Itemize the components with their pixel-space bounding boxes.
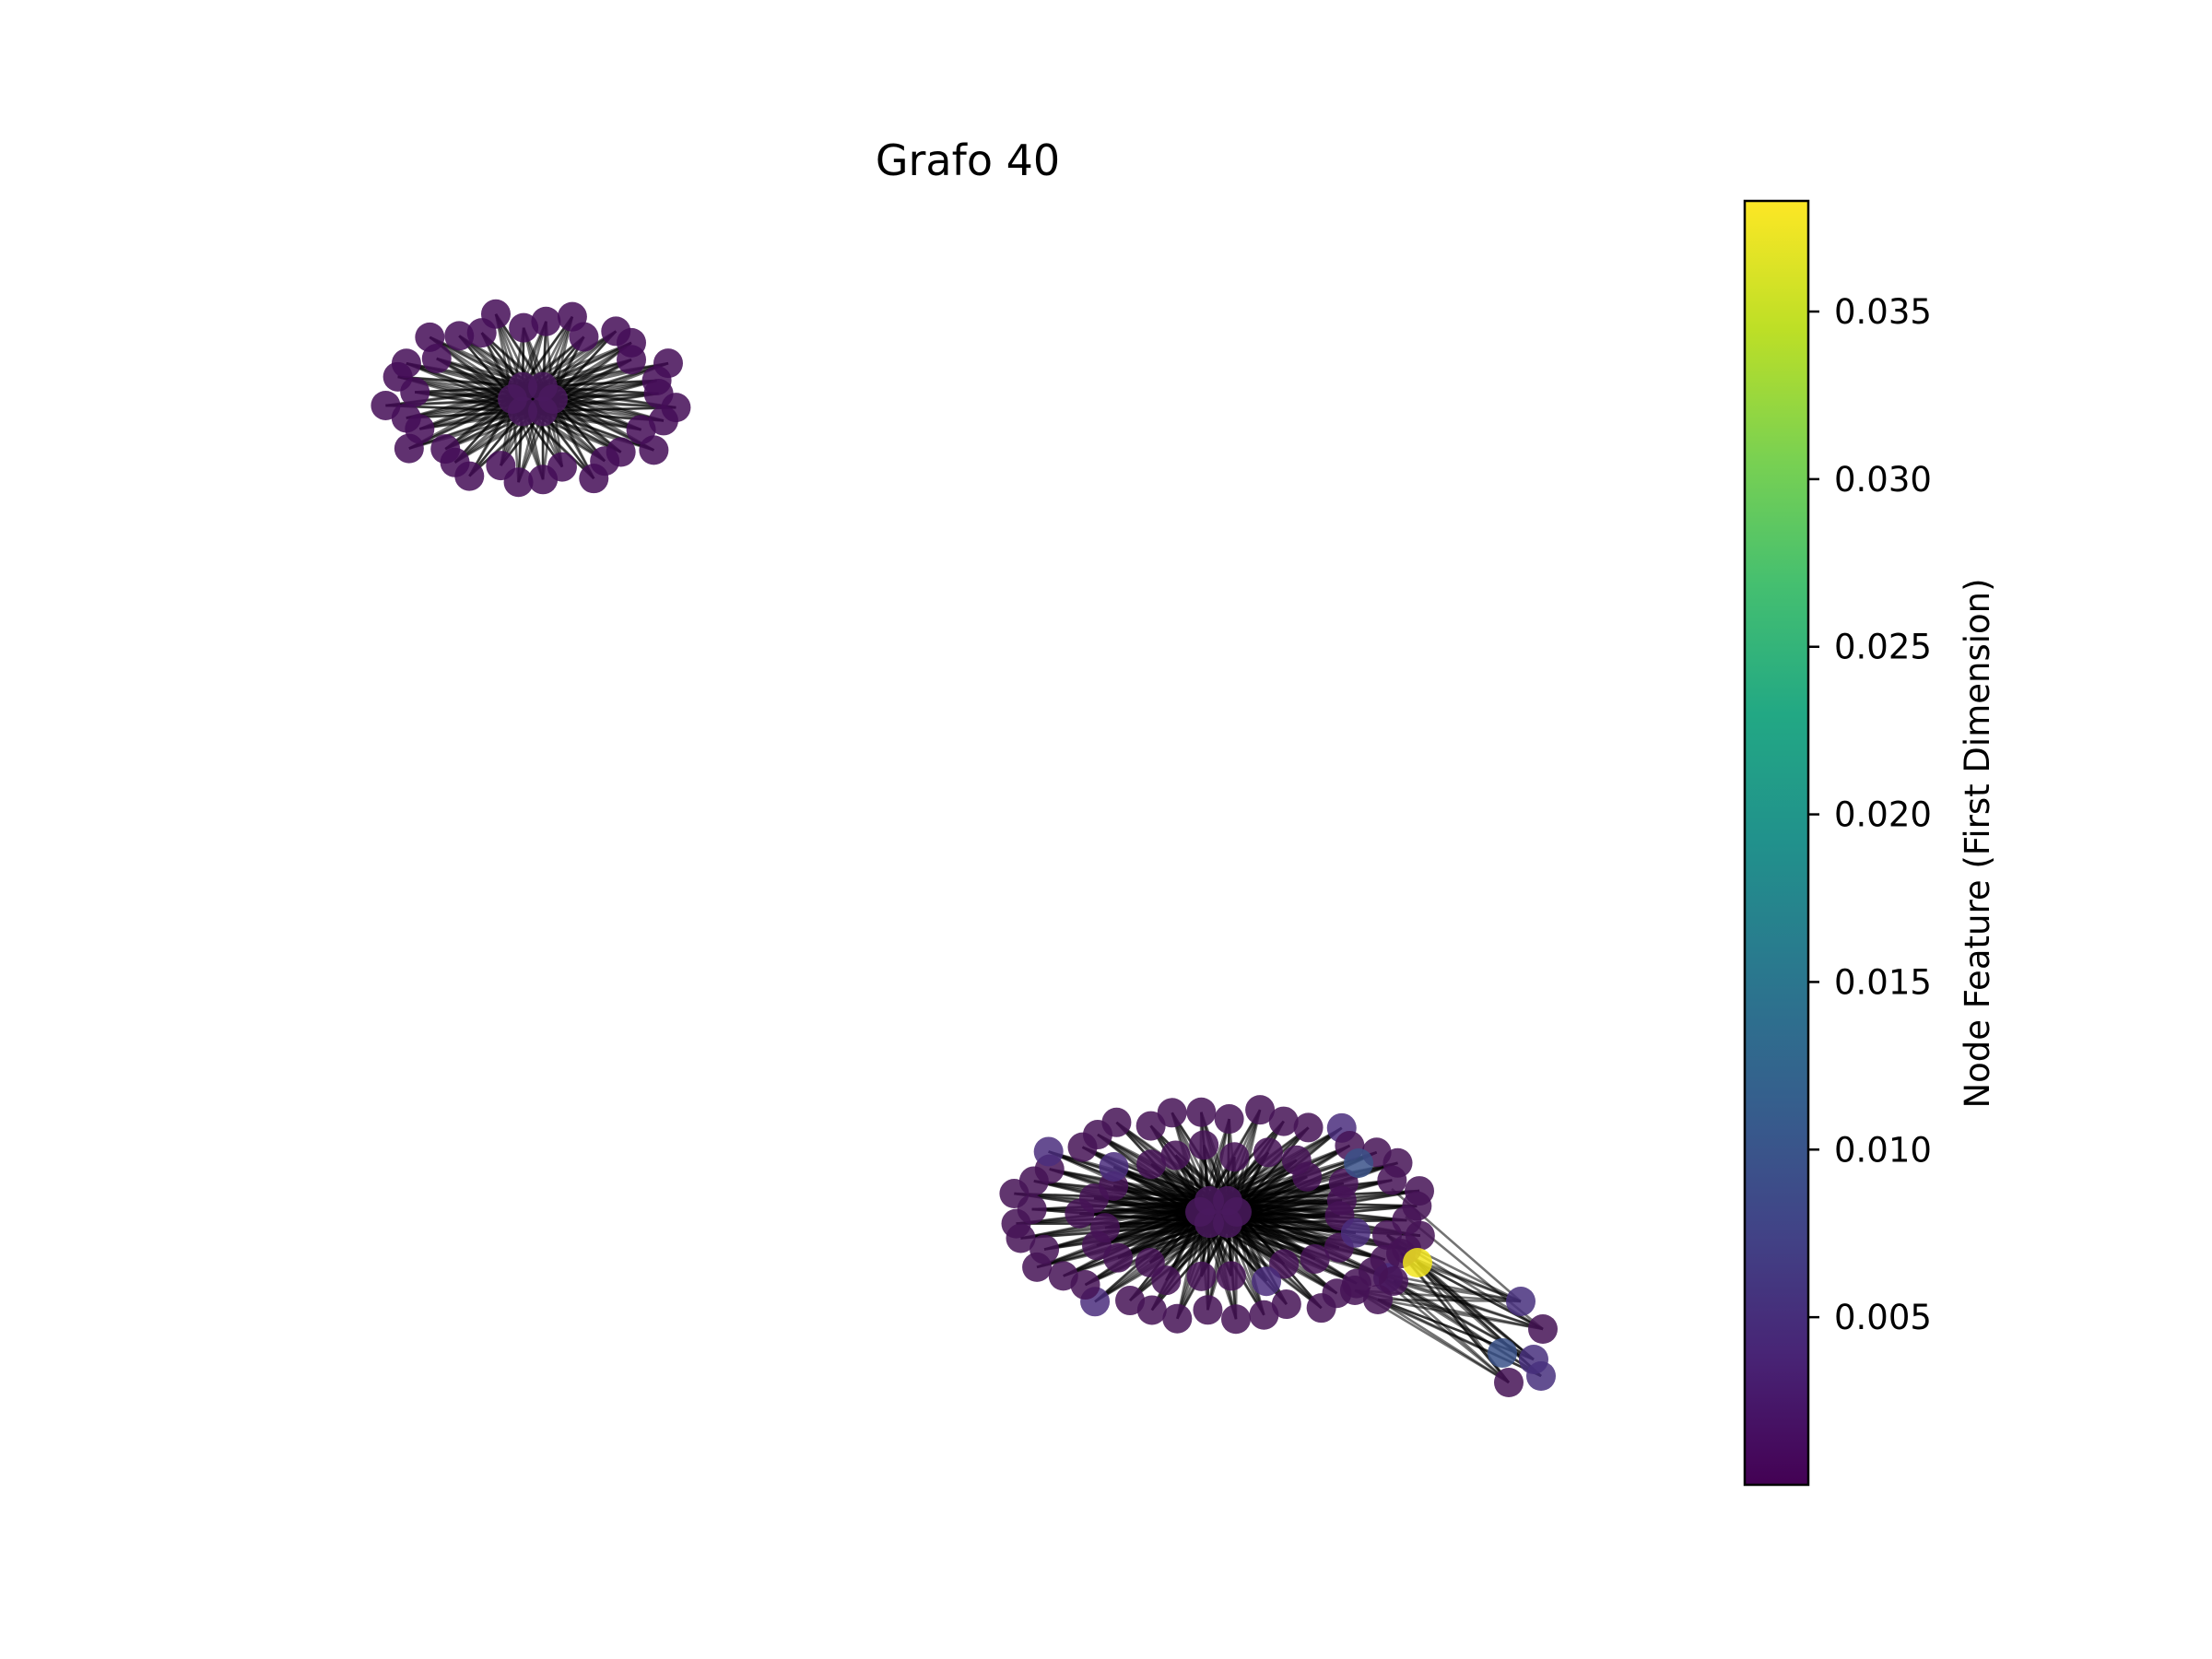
leaf-node [415,322,445,352]
leaf-node [1271,1289,1301,1320]
graph-edge [1393,1280,1510,1383]
graph-edge [1112,1184,1201,1214]
leaf-node [1189,1130,1219,1160]
leaf-node [579,464,609,494]
colorbar-tick-label: 0.015 [1834,962,1932,1002]
leaf-node [480,299,511,329]
leaf-node [639,435,669,465]
leaf-node [444,321,475,351]
colorbar-tick-label: 0.020 [1834,795,1932,835]
tail-node [1488,1338,1517,1368]
hub-node [528,371,558,402]
leaf-node [1216,1261,1246,1291]
leaf-node [1115,1286,1146,1316]
colorbar-tick-label: 0.030 [1834,460,1932,500]
leaf-node [1048,1261,1078,1291]
tail-node [1526,1361,1556,1391]
colorbar-ticks: 0.005 0.010 0.015 0.020 0.025 0.030 0.035 [1808,292,1932,1337]
leaf-node [1252,1266,1282,1297]
leaf-node [1186,1261,1217,1291]
leaf-node [1300,1243,1330,1274]
leaf-node [1135,1111,1166,1141]
graph-edge [1227,1182,1344,1203]
leaf-node [1220,1304,1251,1335]
leaf-node [1090,1213,1121,1243]
leaf-node [486,451,516,481]
leaf-node [1160,1140,1191,1171]
leaf-node [648,406,678,436]
leaf-node [1344,1148,1373,1178]
graph-edge [1096,1221,1210,1247]
graph-edge [1377,1298,1510,1384]
tail-node [1494,1368,1524,1397]
colorbar: 0.005 0.010 0.015 0.020 0.025 0.030 0.035 Node… [1743,199,1997,1487]
leaf-node [1363,1285,1393,1314]
leaf-node [617,345,647,375]
colorbar-tick-label: 0.010 [1834,1130,1932,1170]
leaf-node [1030,1234,1060,1265]
leaf-node [1268,1106,1299,1136]
graph-edge [1417,1262,1535,1360]
graph-edge [1417,1261,1522,1303]
leaf-node [528,465,559,495]
leaf-node [1340,1218,1371,1248]
leaf-node [1157,1098,1187,1128]
graph-edge [1393,1279,1522,1303]
graph-edge [1171,1112,1211,1202]
leaf-node [531,306,561,336]
hub-node [508,371,537,402]
leaf-node [643,379,674,409]
leaf-node [1306,1293,1336,1324]
graph-edge [1377,1298,1544,1331]
graph-edge [1417,1261,1544,1331]
hub-node [528,396,558,427]
hub-node [1213,1185,1242,1216]
colorbar-label: Node Feature (First Dimension) [1958,578,1997,1108]
graph-edge [542,341,632,388]
highlighted-node [1403,1248,1432,1277]
colorbar-tick-label: 0.025 [1834,628,1932,667]
leaf-node [1099,1152,1129,1182]
tail-node [1528,1314,1558,1344]
network-graph [371,299,1558,1397]
leaf-node [391,348,421,379]
leaf-node [371,390,401,420]
leaf-node [569,322,599,352]
leaf-node [1101,1107,1132,1137]
leaf-node [1186,1097,1217,1127]
leaf-node [1033,1136,1064,1167]
leaf-node [1249,1300,1279,1330]
leaf-node [1372,1220,1402,1250]
leaf-node [1253,1137,1283,1168]
tail-node [1506,1287,1535,1316]
colorbar-gradient [1743,199,1810,1487]
graph-nodes [371,299,1558,1397]
leaf-node [1136,1149,1167,1180]
colorbar-tick-label: 0.005 [1834,1298,1932,1337]
leaf-node [1377,1165,1407,1195]
graph-edge [1377,1298,1542,1378]
leaf-node [1219,1142,1250,1172]
leaf-node [1292,1161,1323,1192]
colorbar-tick-label: 0.035 [1834,292,1932,332]
leaf-node [1214,1104,1244,1135]
figure-title: Grafo 40 [876,135,1060,185]
leaf-node [1293,1112,1324,1143]
leaf-node [509,312,539,343]
leaf-node [1162,1303,1193,1334]
leaf-node [1193,1295,1223,1325]
leaf-node [1340,1276,1370,1305]
leaf-node [1245,1095,1276,1125]
graph-edge [542,361,669,388]
leaf-node [1135,1247,1165,1277]
graph-edge [542,379,657,388]
leaf-node [430,434,461,465]
graph-edge [1112,1165,1201,1214]
